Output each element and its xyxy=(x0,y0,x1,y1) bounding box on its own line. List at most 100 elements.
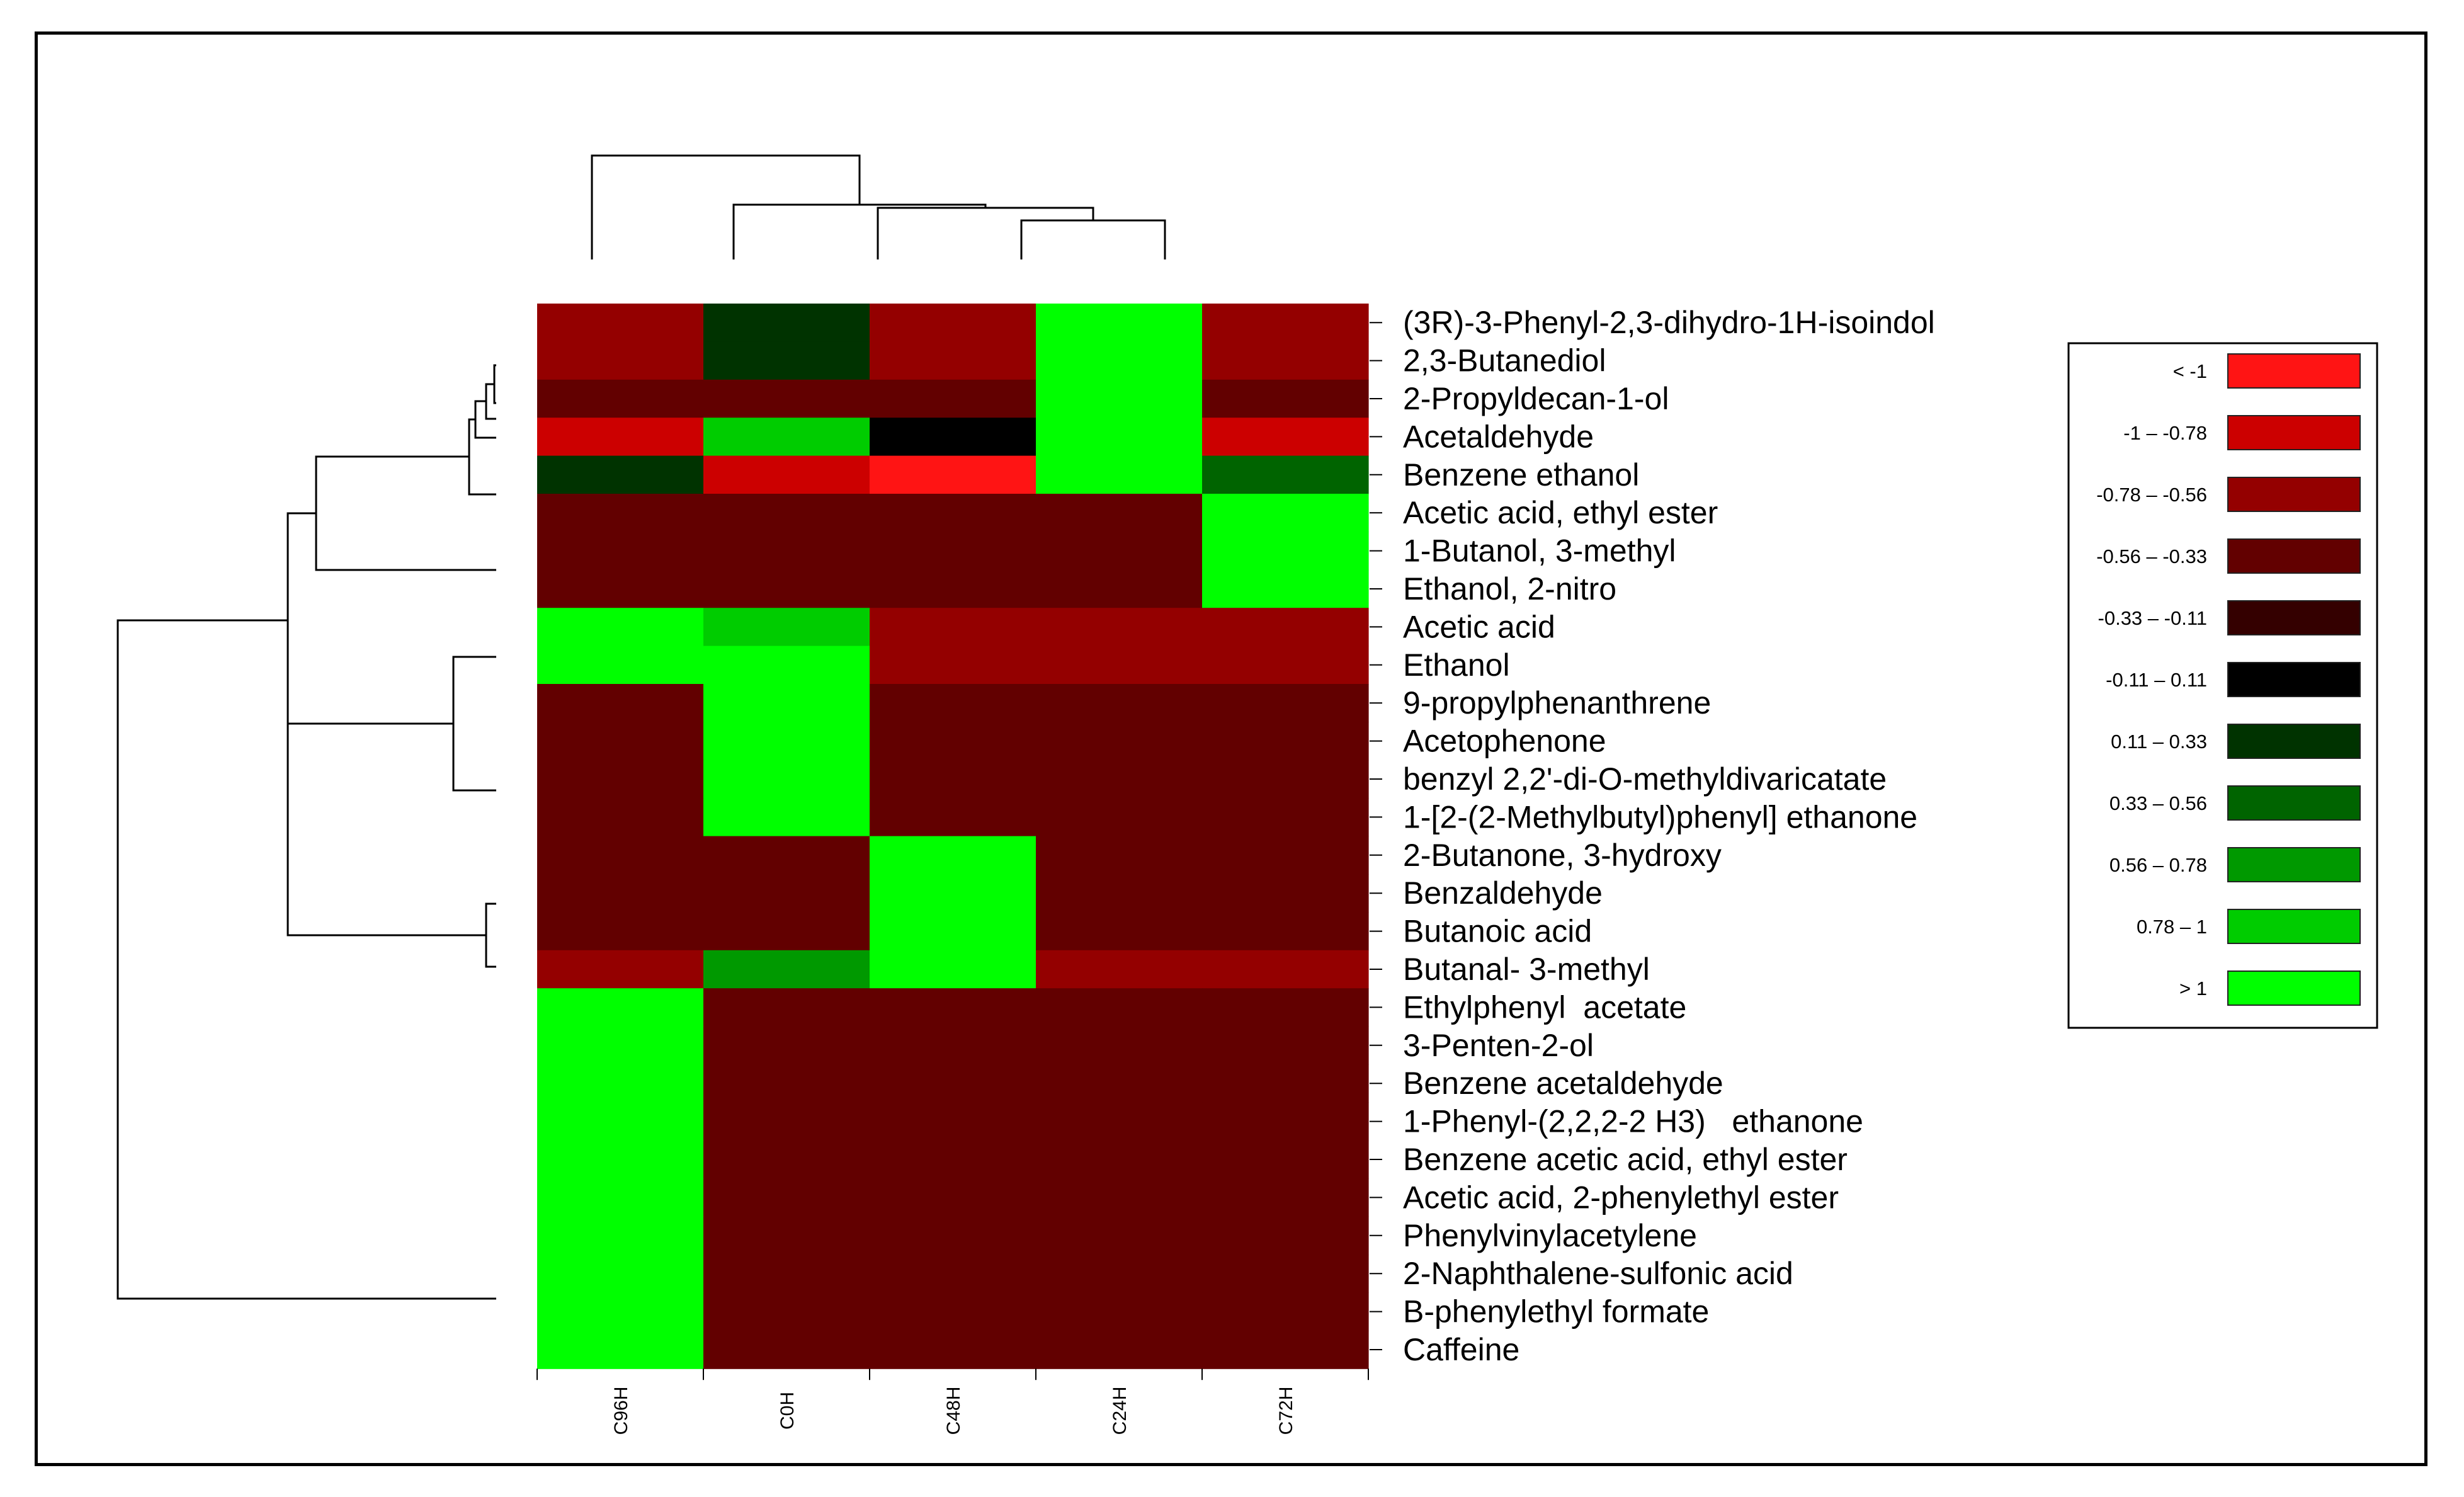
heatmap-cell xyxy=(870,646,1036,685)
heatmap-cell xyxy=(537,1216,704,1255)
heatmap-cell xyxy=(537,1292,704,1331)
heatmap-cell xyxy=(537,1102,704,1141)
heatmap-cell xyxy=(537,722,704,761)
legend-swatch xyxy=(2227,538,2361,574)
heatmap-cell xyxy=(1036,608,1203,647)
heatmap-cell xyxy=(1036,760,1203,799)
heatmap-cell xyxy=(870,379,1036,418)
row-label: Benzene acetaldehyde xyxy=(1403,1066,1723,1101)
column-dendrogram-branch xyxy=(877,207,1094,259)
row-label: Butanoic acid xyxy=(1403,914,1592,949)
heatmap-cell xyxy=(703,836,870,875)
heatmap-cell xyxy=(537,950,704,989)
heatmap-cell xyxy=(870,1102,1036,1141)
heatmap-cell xyxy=(537,836,704,875)
heatmap-cell xyxy=(537,760,704,799)
legend-swatch xyxy=(2227,785,2361,821)
heatmap-cell xyxy=(1036,379,1203,418)
heatmap-cell xyxy=(703,1178,870,1217)
heatmap-cell xyxy=(1036,1330,1203,1369)
row-label: 1-Phenyl-(2,2,2-2 H3) ethanone xyxy=(1403,1104,1863,1139)
legend-swatch xyxy=(2227,415,2361,450)
heatmap-cell xyxy=(1202,760,1369,799)
heatmap-cell xyxy=(870,1140,1036,1179)
heatmap-cell xyxy=(870,608,1036,647)
heatmap-cell xyxy=(703,1255,870,1293)
heatmap-cell xyxy=(703,1292,870,1331)
legend-label: -0.56 – -0.33 xyxy=(2096,545,2207,567)
column-dendrogram-branch xyxy=(591,154,861,259)
row-label: (3R)-3-Phenyl-2,3-dihydro-1H-isoindol xyxy=(1403,305,1935,340)
heatmap-cell xyxy=(1202,569,1369,608)
heatmap-cell xyxy=(537,988,704,1027)
heatmap-cell xyxy=(870,1026,1036,1065)
legend-label: -0.11 – 0.11 xyxy=(2106,669,2207,691)
heatmap-cell xyxy=(1202,1026,1369,1065)
heatmap-cell xyxy=(1202,1064,1369,1103)
heatmap-cell xyxy=(870,532,1036,571)
row-dendrogram xyxy=(116,364,496,1300)
row-label: Benzene acetic acid, ethyl ester xyxy=(1403,1142,1848,1177)
legend-swatch xyxy=(2227,477,2361,512)
row-label: 1-[2-(2-Methylbutyl)phenyl] ethanone xyxy=(1403,799,1917,834)
column-label: C72H xyxy=(1276,1387,1297,1435)
heatmap-cell xyxy=(703,1330,870,1369)
heatmap-cell xyxy=(1202,532,1369,571)
heatmap-cell xyxy=(1036,1178,1203,1217)
heatmap-cell xyxy=(1036,988,1203,1027)
row-label: Acetic acid, ethyl ester xyxy=(1403,495,1718,530)
heatmap-cell xyxy=(1202,379,1369,418)
heatmap-cell xyxy=(870,304,1036,342)
heatmap-cell xyxy=(703,1102,870,1141)
heatmap-cell xyxy=(537,532,704,571)
row-label: 2-Propyldecan-1-ol xyxy=(1403,381,1669,416)
heatmap-cell xyxy=(537,1064,704,1103)
heatmap-cell xyxy=(703,532,870,571)
heatmap-cell xyxy=(1036,722,1203,761)
heatmap-cell xyxy=(870,1330,1036,1369)
legend-swatch xyxy=(2227,662,2361,697)
row-label: Caffeine xyxy=(1403,1332,1519,1367)
heatmap-cell xyxy=(1202,798,1369,837)
legend-swatch xyxy=(2227,970,2361,1006)
column-label: C48H xyxy=(943,1387,964,1435)
legend-label: 0.33 – 0.56 xyxy=(2109,792,2207,814)
heatmap-cell xyxy=(1202,1140,1369,1179)
row-dendrogram-branch xyxy=(287,512,316,724)
heatmap-cell xyxy=(703,1064,870,1103)
heatmap-cell xyxy=(1036,950,1203,989)
row-label: 9-propylphenanthrene xyxy=(1403,685,1711,720)
row-dendrogram-branch xyxy=(485,902,496,968)
heatmap-cell xyxy=(1202,304,1369,342)
heatmap-cell xyxy=(870,1216,1036,1255)
heatmap-cell xyxy=(870,836,1036,875)
column-labels: C96H C0H C48H C24H C72H xyxy=(611,1387,1297,1435)
heatmap-cell xyxy=(537,912,704,951)
heatmap-cell xyxy=(1036,912,1203,951)
heatmap-cell xyxy=(1036,418,1203,457)
heatmap-cell xyxy=(703,1140,870,1179)
heatmap-cell xyxy=(703,950,870,989)
heatmap-cell xyxy=(870,684,1036,722)
heatmap-cell xyxy=(1202,1102,1369,1141)
heatmap-cell xyxy=(1036,532,1203,571)
row-labels: (3R)-3-Phenyl-2,3-dihydro-1H-isoindol2,3… xyxy=(1403,305,1935,1367)
heatmap-cell xyxy=(703,608,870,647)
legend-swatch xyxy=(2227,909,2361,944)
legend-label: 0.56 – 0.78 xyxy=(2109,854,2207,876)
heatmap-cell xyxy=(1036,1140,1203,1179)
heatmap-cell xyxy=(1202,1255,1369,1293)
heatmap-cell xyxy=(537,1178,704,1217)
row-label: benzyl 2,2'-di-O-methyldivaricatate xyxy=(1403,761,1887,797)
heatmap-cell xyxy=(703,569,870,608)
heatmap-cell xyxy=(1036,569,1203,608)
heatmap-cell xyxy=(1202,418,1369,457)
column-dendrogram xyxy=(591,154,1166,259)
heatmap-cell xyxy=(703,379,870,418)
legend-label: 0.78 – 1 xyxy=(2137,916,2207,938)
heatmap-cells xyxy=(537,304,1369,1369)
legend-swatch xyxy=(2227,353,2361,389)
column-dendrogram-branch xyxy=(1020,219,1166,259)
heatmap-cell xyxy=(703,912,870,951)
heatmap-cell xyxy=(703,341,870,380)
